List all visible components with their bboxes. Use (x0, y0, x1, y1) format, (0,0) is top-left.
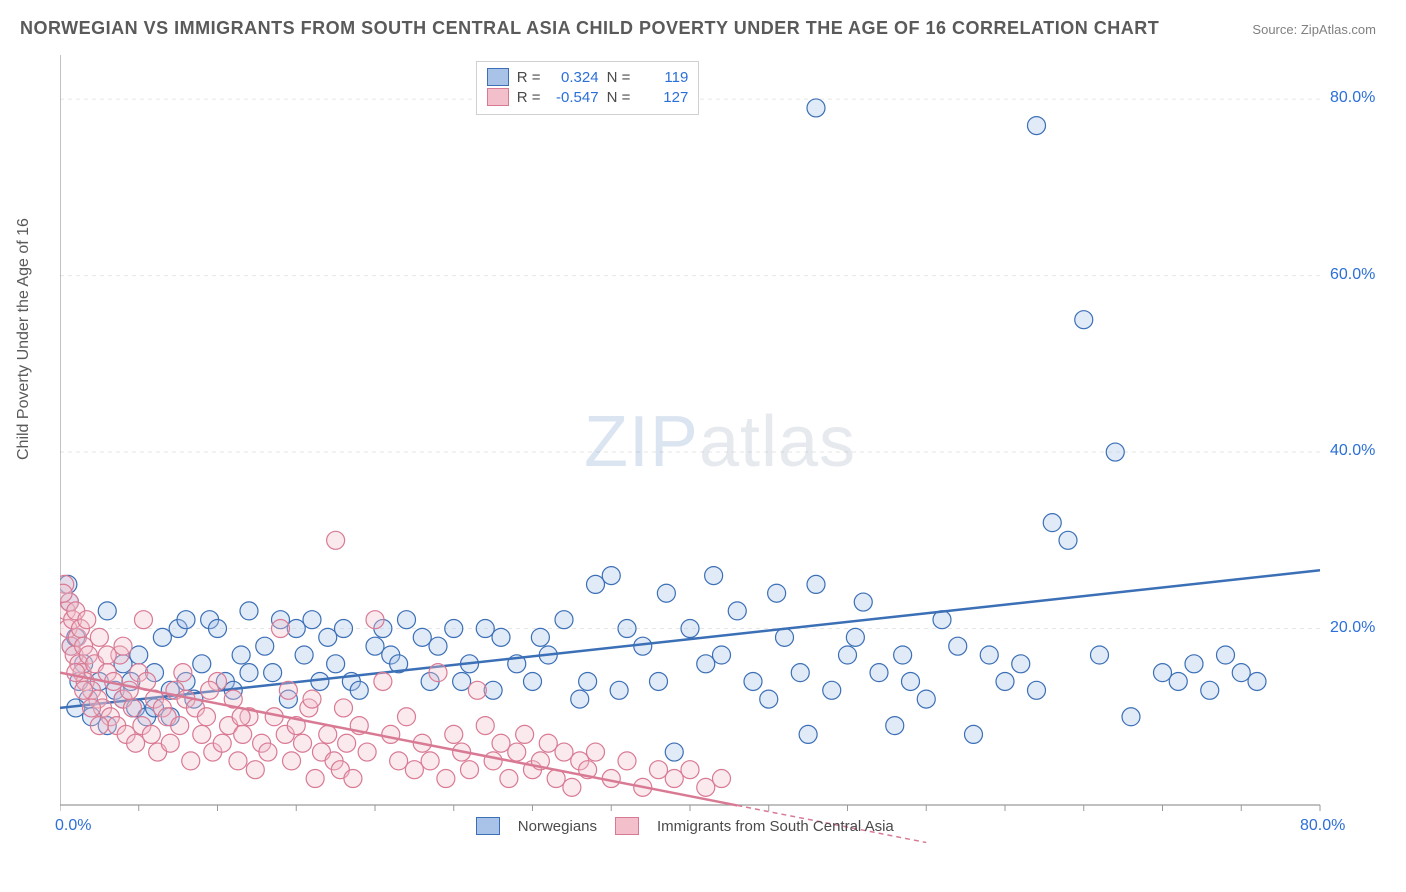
swatch-series1 (487, 68, 509, 86)
legend-label-series1: Norwegians (518, 818, 597, 835)
plot-area: ZIPatlas R = 0.324 N = 119 R = -0.547 N … (60, 55, 1380, 845)
x-axis-origin-label: 0.0% (55, 817, 91, 835)
source-attribution: Source: ZipAtlas.com (1252, 22, 1376, 37)
y-tick-label: 20.0% (1330, 619, 1375, 637)
correlation-legend-box: R = 0.324 N = 119 R = -0.547 N = 127 (476, 61, 700, 115)
swatch-series1 (476, 817, 500, 835)
r-label: R = (517, 69, 541, 86)
y-tick-label: 60.0% (1330, 266, 1375, 284)
chart-container: NORWEGIAN VS IMMIGRANTS FROM SOUTH CENTR… (0, 0, 1406, 892)
bottom-legend: Norwegians Immigrants from South Central… (476, 817, 894, 835)
legend-label-series2: Immigrants from South Central Asia (657, 818, 894, 835)
source-label: Source: (1252, 22, 1297, 37)
n-value-series1: 119 (638, 69, 688, 86)
swatch-series2 (487, 88, 509, 106)
source-name[interactable]: ZipAtlas.com (1301, 22, 1376, 37)
scatter-svg (60, 55, 1380, 845)
corr-row-series1: R = 0.324 N = 119 (487, 68, 689, 86)
r-label: R = (517, 89, 541, 106)
r-value-series1: 0.324 (549, 69, 599, 86)
y-tick-label: 80.0% (1330, 89, 1375, 107)
corr-row-series2: R = -0.547 N = 127 (487, 88, 689, 106)
chart-title: NORWEGIAN VS IMMIGRANTS FROM SOUTH CENTR… (20, 18, 1159, 39)
n-label: N = (607, 69, 631, 86)
swatch-series2 (615, 817, 639, 835)
r-value-series2: -0.547 (549, 89, 599, 106)
x-axis-end-label: 80.0% (1300, 817, 1345, 835)
y-axis-label: Child Poverty Under the Age of 16 (15, 218, 33, 460)
n-value-series2: 127 (638, 89, 688, 106)
y-tick-label: 40.0% (1330, 442, 1375, 460)
n-label: N = (607, 89, 631, 106)
